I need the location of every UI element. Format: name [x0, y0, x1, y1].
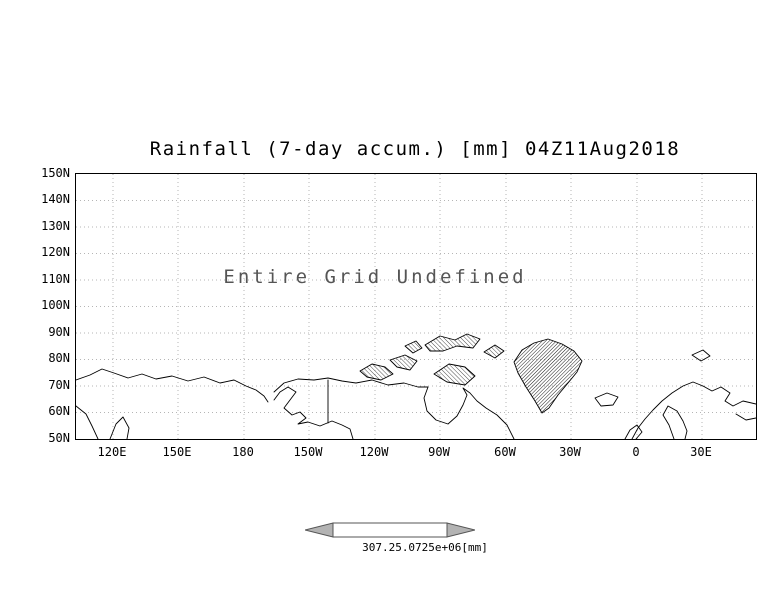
x-tick-label: 150W — [293, 445, 323, 459]
colorbar — [304, 522, 476, 538]
map-plot-svg — [75, 174, 757, 440]
plot-area — [75, 173, 757, 440]
x-tick-label: 180 — [232, 445, 254, 459]
x-tick-label: 120W — [359, 445, 389, 459]
y-tick-label: 70N — [48, 378, 70, 392]
colorbar-svg — [304, 522, 476, 538]
x-tick-label: 30W — [559, 445, 581, 459]
colorbar-right-arrow-icon — [446, 522, 476, 538]
y-tick-label: 90N — [48, 325, 70, 339]
y-tick-label: 150N — [41, 166, 70, 180]
chart-title: Rainfall (7-day accum.) [mm] 04Z11Aug201… — [149, 138, 681, 160]
x-tick-label: 120E — [97, 445, 127, 459]
y-tick-label: 60N — [48, 404, 70, 418]
y-tick-label: 130N — [41, 219, 70, 233]
x-tick-label: 30E — [690, 445, 712, 459]
x-tick-label: 150E — [162, 445, 192, 459]
colorbar-left-arrow-icon — [304, 522, 334, 538]
y-tick-label: 100N — [41, 298, 70, 312]
grid-lines — [76, 174, 756, 439]
y-tick-label: 120N — [41, 245, 70, 259]
y-tick-label: 110N — [41, 272, 70, 286]
y-tick-label: 140N — [41, 192, 70, 206]
x-tick-label: 90W — [428, 445, 450, 459]
colorbar-box — [332, 522, 448, 538]
y-tick-label: 50N — [48, 431, 70, 445]
x-tick-label: 60W — [494, 445, 516, 459]
coastlines — [75, 333, 757, 440]
x-tick-label: 0 — [632, 445, 640, 459]
y-tick-label: 80N — [48, 351, 70, 365]
grid-undefined-annotation: Entire Grid Undefined — [223, 266, 527, 288]
colorbar-label: 307.25.0725e+06[mm] — [362, 541, 488, 554]
